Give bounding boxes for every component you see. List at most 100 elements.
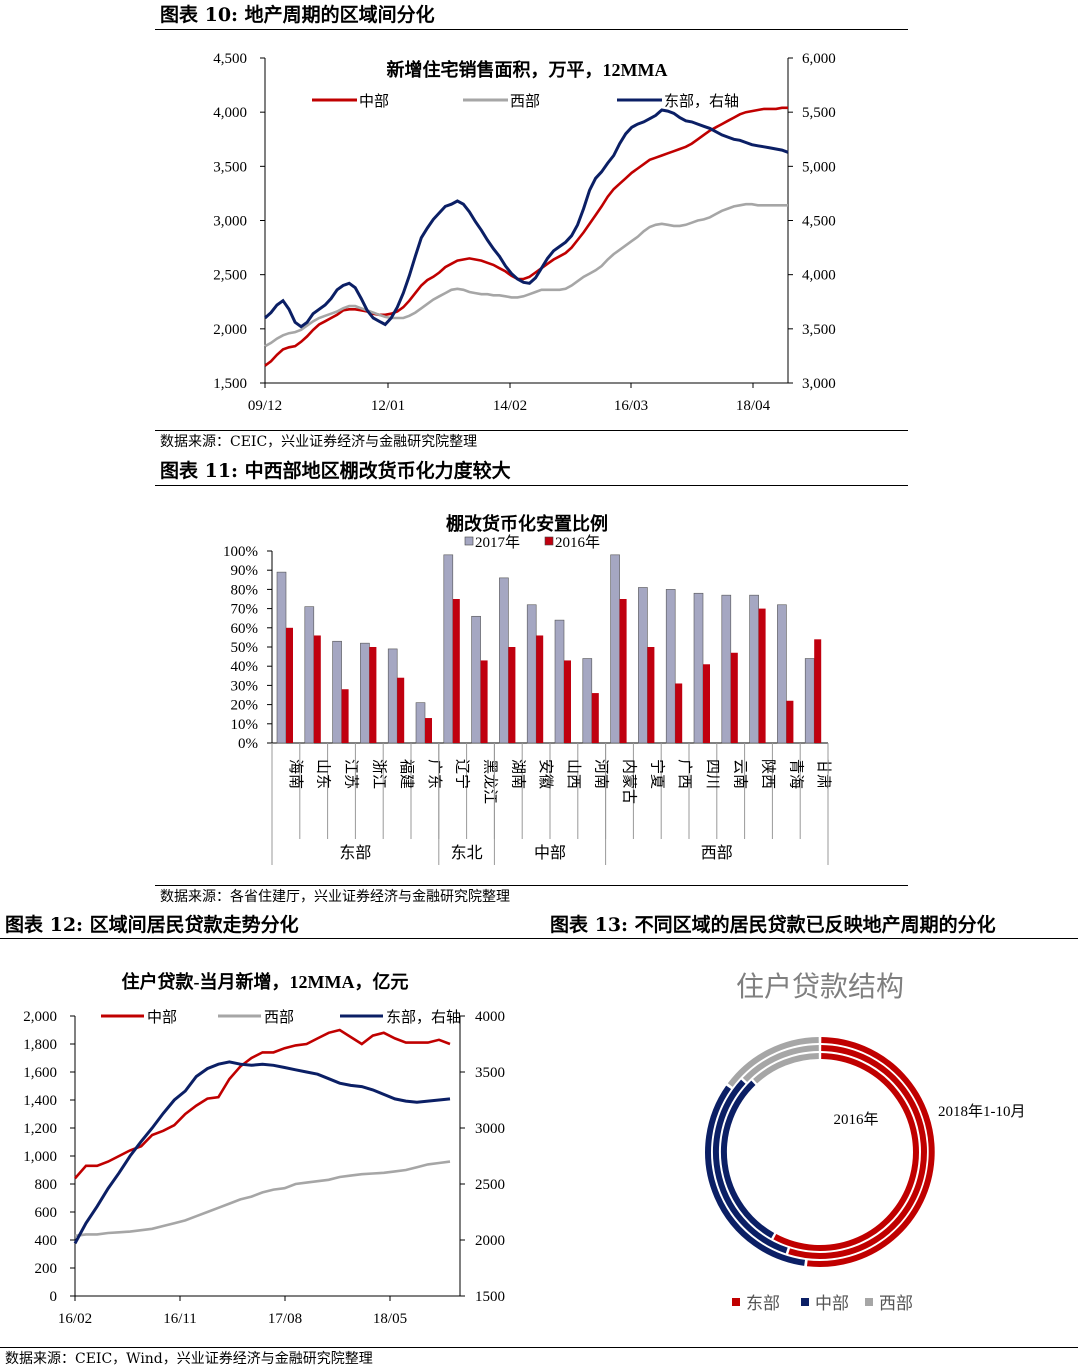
fig10-x-tick-label: 14/02 [493,398,527,414]
fig12-header: 图表 12: 区域间居民贷款走势分化 [5,914,299,936]
fig11-bar-2016 [814,639,822,743]
fig10-right-tick-label: 3,000 [802,376,836,392]
fig11-bar-2016 [786,700,794,743]
fig11-category-label: 陕西 [760,759,777,789]
fig11-category-label: 福建 [398,759,415,789]
fig10-right-tick-label: 3,500 [802,322,836,338]
fig10-x-tick-label: 09/12 [248,398,282,414]
fig11-category-label: 广西 [676,759,693,789]
fig10-x-tick-label: 18/04 [736,398,771,414]
fig11-y-tick-label: 50% [231,640,259,656]
fig13-ring-segment [788,1045,927,1259]
fig11-bar-2016 [397,677,405,743]
fig10-legend-label: 中部 [359,93,389,110]
fig12-series-line-1 [74,1160,451,1238]
fig12-left-tick-label: 0 [50,1289,58,1305]
fig13-ring-segment [773,1053,919,1251]
fig11-category-label: 云南 [732,759,749,789]
fig12-left-tick-label: 800 [35,1177,58,1193]
fig11-bar-2016 [452,599,460,743]
fig10-left-tick-label: 4,500 [213,51,247,67]
fig10-series-line-2 [263,108,789,329]
fig10-left-tick-label: 4,000 [213,105,247,121]
fig11-title: 棚改货币化安置比例 [446,513,608,534]
fig11-group-label: 西部 [701,844,733,862]
fig13-ring-segment [753,1053,819,1084]
fig13-ring-segment [705,1085,806,1266]
fig12-left-tick-label: 2,000 [23,1009,57,1025]
fig10-line-chart: 1,500 2,000 2,500 3,000 3,500 4,000 4,500 3,000… [213,51,836,414]
fig11-bar-2017 [777,604,787,744]
fig11-bar-2016 [286,627,293,743]
fig10-right-tick-label: 6,000 [802,51,836,67]
fig11-category-label: 湖南 [509,759,526,789]
fig10-x-tick-label: 16/03 [614,398,648,414]
fig10-series-line-0 [264,106,788,367]
fig13-title: 住户贷款结构 [736,971,904,1003]
fig10-right-tick-label: 4,000 [802,268,836,284]
fig12-legend-label: 中部 [147,1009,177,1026]
fig12-left-tick-label: 1,400 [23,1093,57,1109]
fig11-bar-2016 [703,664,710,743]
fig13-ring-segment [742,1045,819,1083]
fig11-bar-2016 [341,689,349,743]
fig10-left-tick-label: 3,000 [213,214,247,230]
fig11-y-tick-label: 40% [231,659,259,675]
fig11-bar-2016 [730,652,738,743]
fig12-x-tick-label: 17/08 [268,1311,302,1327]
fig10-left-tick-label: 1,500 [213,376,247,392]
fig13-ring-segment [727,1037,819,1087]
fig11-source: 数据来源：各省住建厅，兴业证券经济与金融研究院整理 [160,889,510,905]
fig13-ring-segment [806,1037,935,1267]
fig11-category-label: 青海 [787,759,804,789]
fig11-category-label: 宁夏 [648,759,665,789]
fig12-x-tick-label: 16/02 [58,1311,92,1327]
fig11-y-tick-label: 80% [231,582,259,598]
fig10-series-line-1 [264,202,788,348]
fig11-bar-2016 [675,683,683,743]
fig10-top-rule [155,29,908,30]
fig11-bar-2016 [425,718,432,743]
fig11-legend-swatch [464,536,474,546]
fig13-source: 数据来源：CEIC，Wind，兴业证券经济与金融研究院整理 [5,1351,373,1367]
fig11-category-label: 浙江 [370,759,387,789]
fig11-y-tick-label: 10% [231,717,259,733]
fig11-bar-2016 [369,647,377,743]
fig11-bottom-rule [155,885,908,886]
fig12-left-tick-label: 600 [35,1205,58,1221]
fig10-right-tick-label: 5,500 [802,105,836,121]
fig11-category-label: 辽宁 [454,759,471,789]
fig11-top-rule [155,485,908,486]
fig10-right-tick-label: 4,500 [802,214,836,230]
fig10-bottom-rule [155,430,908,431]
fig10-right-tick-label: 5,000 [802,159,836,175]
fig13-legend-label: 东部 [746,1294,780,1313]
fig12-right-tick-label: 4000 [475,1009,505,1025]
fig10-legend-label: 西部 [510,93,540,110]
fig11-bar-chart: 0% 10% 20% 30% 40% 50% 60% 70% 80% 90% 100% 棚改货币化安置… [223,513,832,865]
fig12-13-top-rule [0,938,1078,939]
fig12-right-tick-label: 2500 [475,1177,505,1193]
fig12-series-line-2 [73,1060,451,1245]
fig12-x-tick-label: 18/05 [373,1311,407,1327]
fig12-left-tick-label: 1,800 [23,1037,57,1053]
fig12-right-tick-label: 3500 [475,1065,505,1081]
fig11-bar-2017 [665,589,676,744]
fig11-category-label: 江苏 [343,759,360,789]
fig13-ring-segment [721,1080,775,1239]
fig10-left-tick-label: 2,000 [213,322,247,338]
fig11-y-tick-label: 30% [231,678,259,694]
fig11-y-tick-label: 100% [223,544,258,560]
fig10-left-tick-label: 2,500 [213,268,247,284]
fig11-y-tick-label: 90% [231,563,259,579]
fig12-13-bottom-rule [0,1347,1078,1348]
fig11-category-label: 山东 [315,759,332,789]
fig12-legend-label: 西部 [264,1009,294,1026]
fig12-line-chart: 0 200 400 600 800 1,000 1,200 1,400 1,600 1,800 2,… [23,971,505,1327]
fig12-left-tick-label: 1,000 [23,1149,57,1165]
fig11-bar-2016 [647,647,655,743]
fig11-group-label: 东北 [451,844,483,862]
fig10-legend-label: 东部，右轴 [664,93,739,110]
fig11-y-tick-label: 0% [238,736,258,752]
